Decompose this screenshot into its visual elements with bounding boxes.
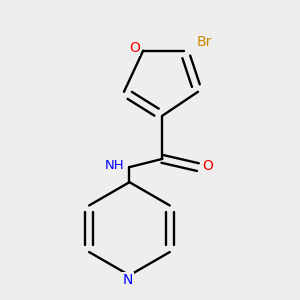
Text: N: N — [123, 273, 133, 287]
Text: Br: Br — [197, 35, 212, 50]
Text: NH: NH — [105, 159, 124, 172]
Text: O: O — [129, 41, 140, 55]
Text: O: O — [202, 159, 213, 173]
